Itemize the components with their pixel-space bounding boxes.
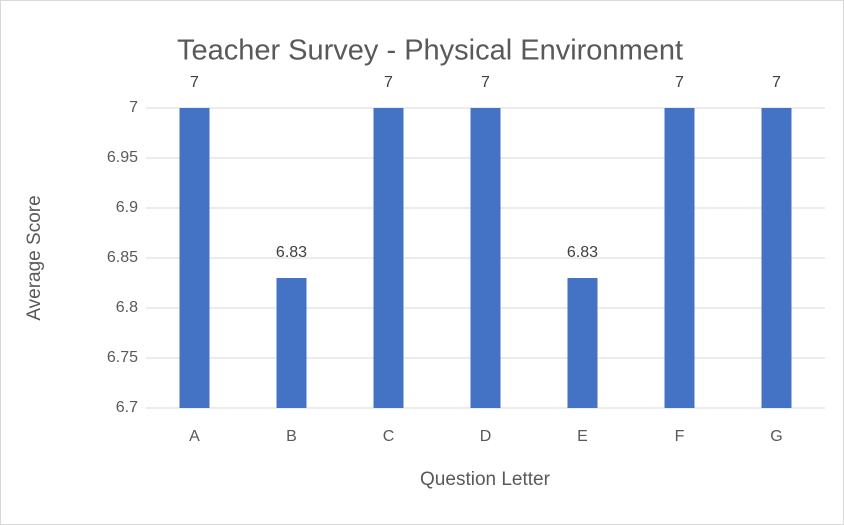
x-tick-label: C <box>383 428 395 445</box>
chart-title: Teacher Survey - Physical Environment <box>177 35 683 67</box>
y-tick-label: 6.7 <box>116 399 138 416</box>
y-tick-label: 6.9 <box>116 199 138 216</box>
bar <box>373 108 404 408</box>
y-tick-label: 6.95 <box>107 149 138 166</box>
data-label: 6.83 <box>567 244 598 261</box>
data-label: 6.83 <box>276 244 307 261</box>
y-tick-label: 7 <box>129 99 138 116</box>
x-tick-label: A <box>189 428 200 445</box>
data-label: 7 <box>190 74 199 91</box>
y-tick-label: 6.85 <box>107 249 138 266</box>
data-label: 7 <box>481 74 490 91</box>
data-label: 7 <box>675 74 684 91</box>
bar <box>664 108 695 408</box>
data-label: 7 <box>772 74 781 91</box>
x-tick-label: B <box>286 428 297 445</box>
bar <box>761 108 792 408</box>
bar <box>470 108 501 408</box>
x-axis-title: Question Letter <box>420 469 551 490</box>
y-tick-label: 6.8 <box>116 299 138 316</box>
bar <box>276 278 307 408</box>
x-tick-label: D <box>480 428 492 445</box>
x-tick-label: F <box>675 428 685 445</box>
bar <box>567 278 598 408</box>
y-tick-label: 6.75 <box>107 349 138 366</box>
y-axis-title: Average Score <box>24 195 45 320</box>
data-label: 7 <box>384 74 393 91</box>
bar <box>179 108 210 408</box>
x-tick-label: G <box>770 428 782 445</box>
x-tick-label: E <box>577 428 588 445</box>
